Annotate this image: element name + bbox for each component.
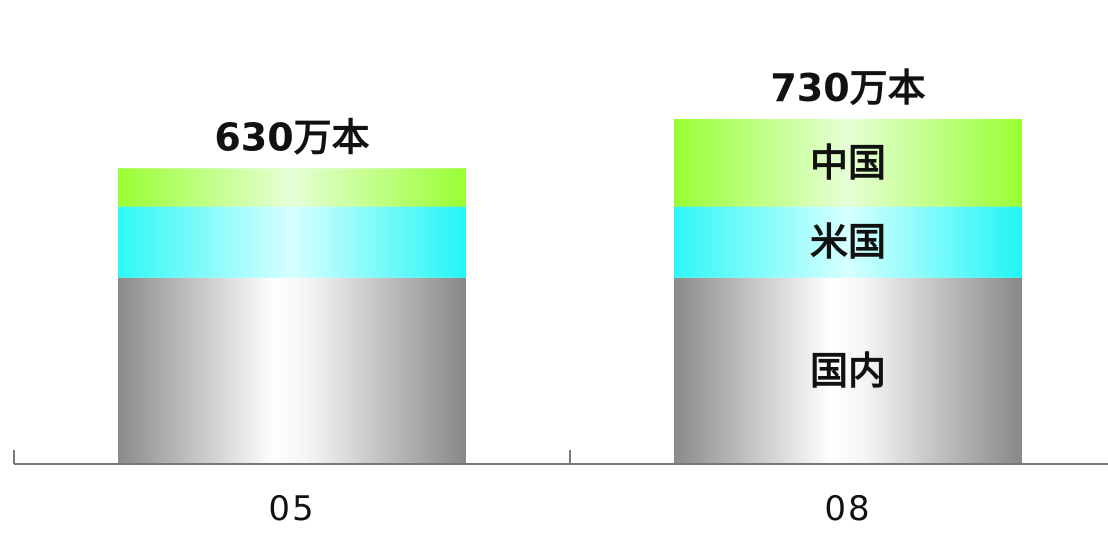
total-label-08: 730万本 xyxy=(770,66,925,110)
bars-layer xyxy=(118,119,1022,464)
segment-label-usa: 米国 xyxy=(810,220,886,264)
x-axis xyxy=(13,450,1108,465)
bar-segment-usa-05 xyxy=(118,206,466,278)
x-tick-label-08: 08 xyxy=(824,489,871,529)
bar-segment-domestic-08 xyxy=(674,277,1022,464)
bar-segment-usa-08 xyxy=(674,206,1022,278)
bar-segment-china-08 xyxy=(674,119,1022,207)
bar-segment-china-05 xyxy=(118,168,466,207)
total-label-05: 630万本 xyxy=(214,115,369,159)
bar-segment-domestic-05 xyxy=(118,277,466,464)
labels-layer: 630万本 05 国内 米国 中国 730万本 08 xyxy=(214,66,925,529)
segment-label-domestic: 国内 xyxy=(810,349,886,393)
segment-label-china: 中国 xyxy=(810,141,886,185)
x-tick-label-05: 05 xyxy=(268,489,315,529)
